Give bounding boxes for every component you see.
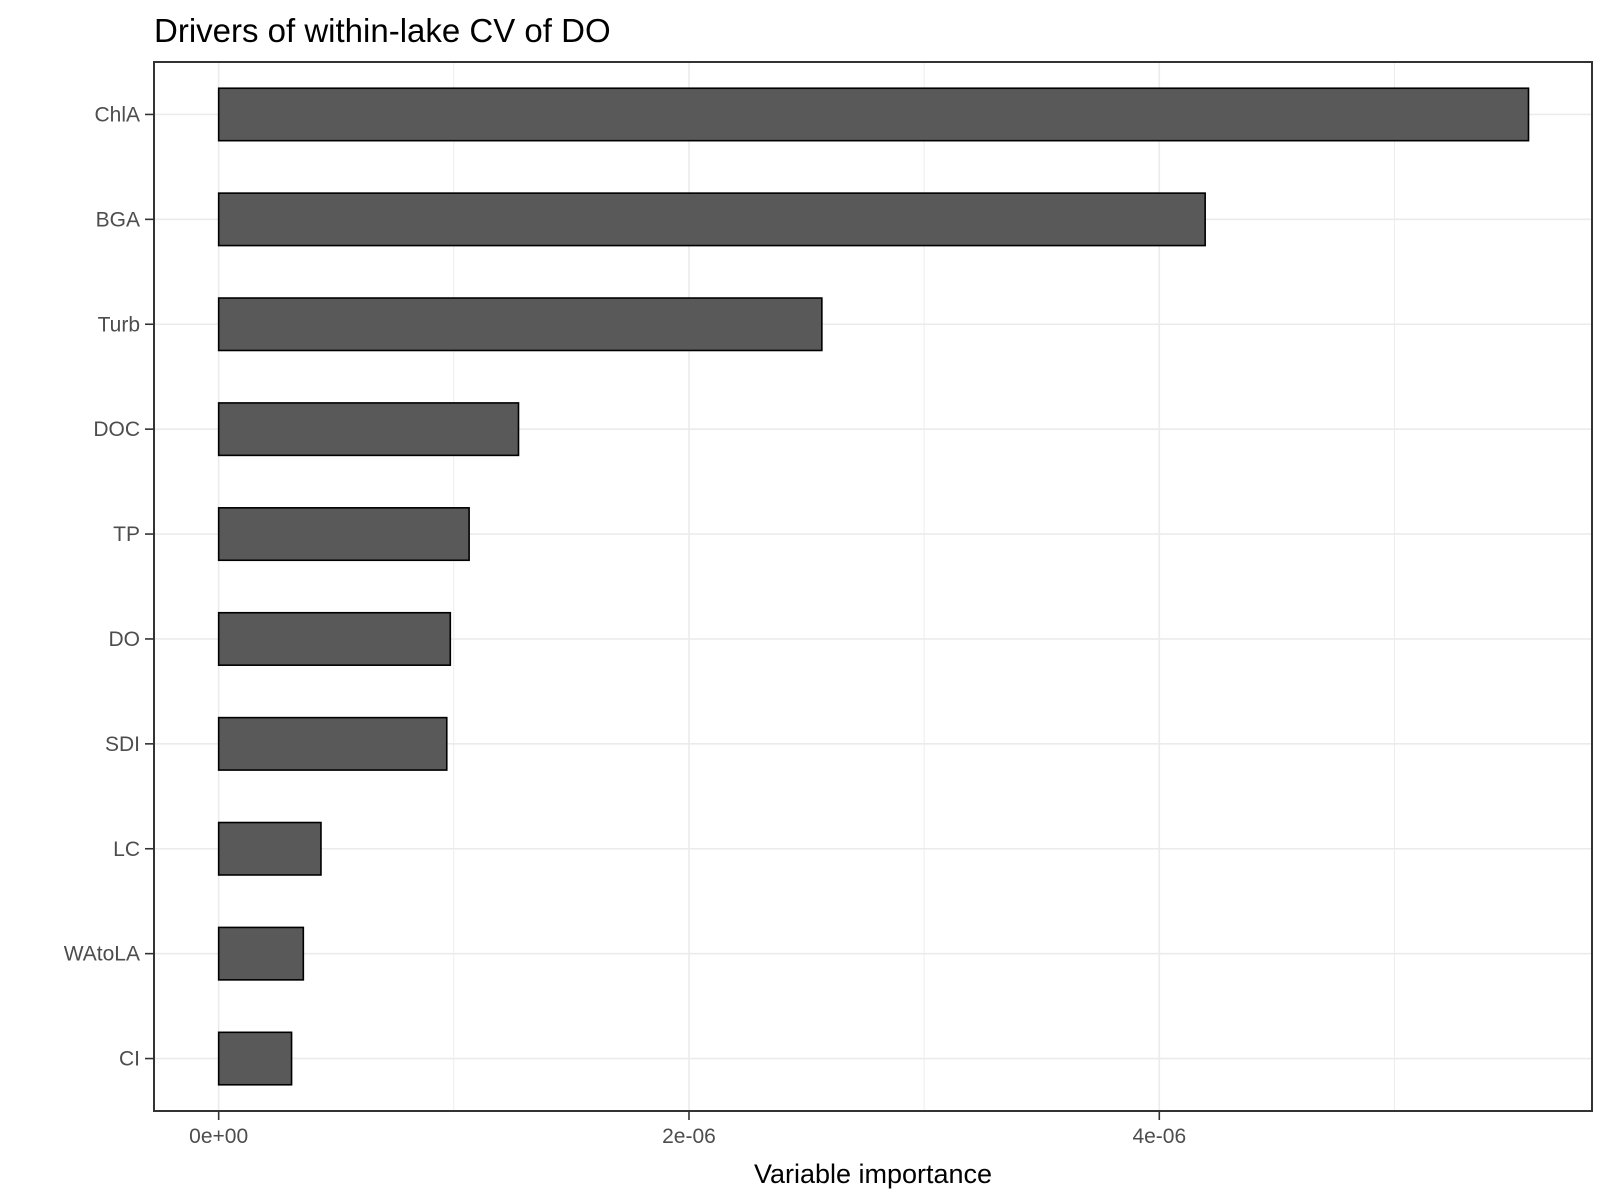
chart-title: Drivers of within-lake CV of DO [154, 12, 611, 49]
x-tick-label: 2e-06 [662, 1125, 716, 1148]
bar-doc [217, 402, 520, 457]
bars [217, 87, 1530, 1086]
bar-turb [217, 297, 823, 352]
panel-border [153, 61, 1593, 1112]
y-tick-label: ChlA [94, 103, 140, 126]
y-tick-label: BGA [96, 208, 140, 231]
bar-chla [217, 87, 1530, 142]
x-tick-label: 4e-06 [1132, 1125, 1186, 1148]
bar-sdi [217, 716, 448, 771]
y-tick-label: SDI [105, 733, 140, 756]
x-tick-label: 0e+00 [189, 1125, 248, 1148]
y-tick-label: TP [113, 523, 140, 546]
bar-do [217, 611, 452, 666]
y-tick-label: WAtoLA [64, 943, 140, 966]
bar-tp [217, 507, 470, 562]
y-axis: ChlA BGA Turb DOC TP DO SDI LC WAtoLA CI [64, 103, 154, 1071]
bar-watola [217, 926, 305, 981]
bar-ci [217, 1031, 293, 1086]
x-axis-title: Variable importance [754, 1159, 992, 1189]
y-tick-label: DO [109, 628, 141, 651]
y-tick-label: CI [119, 1048, 140, 1071]
y-tick-label: Turb [98, 313, 140, 336]
bar-lc [217, 821, 322, 876]
bar-bga [217, 192, 1206, 247]
y-tick-label: LC [113, 838, 140, 861]
y-tick-label: DOC [93, 418, 140, 441]
x-axis: 0e+00 2e-06 4e-06 [189, 1111, 1186, 1148]
